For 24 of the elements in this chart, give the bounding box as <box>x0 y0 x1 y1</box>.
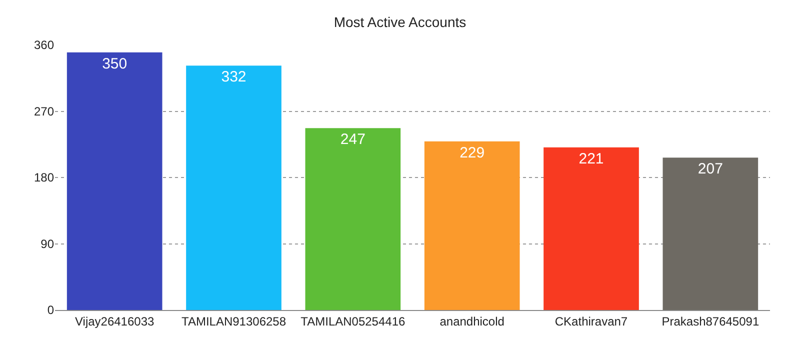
x-tick-label: TAMILAN05254416 <box>300 314 406 328</box>
data-label: 332 <box>221 68 246 86</box>
y-tick-label: 270 <box>34 104 54 118</box>
y-tick-label: 0 <box>47 303 54 318</box>
bar <box>662 158 758 310</box>
bar <box>305 128 401 310</box>
y-tick-label: 180 <box>34 170 54 185</box>
data-label: 350 <box>102 55 128 72</box>
bar <box>66 52 162 310</box>
bar <box>186 66 282 310</box>
bar <box>424 141 520 310</box>
chart-title: Most Active Accounts <box>334 14 466 30</box>
x-tick-label: CKathiravan7 <box>554 314 628 328</box>
y-tick-label: 360 <box>34 38 54 52</box>
x-tick-label: TAMILAN91306258 <box>181 314 286 328</box>
data-label: 207 <box>698 160 723 178</box>
bar <box>544 147 639 310</box>
x-tick-label: Prakash87645091 <box>662 314 760 328</box>
data-label: 247 <box>340 131 366 148</box>
y-tick-label: 90 <box>40 236 54 251</box>
data-label: 229 <box>460 144 485 162</box>
x-tick-label: Vijay26416033 <box>74 314 154 328</box>
data-label: 221 <box>578 150 604 168</box>
x-tick-label: anandhicold <box>440 314 504 328</box>
